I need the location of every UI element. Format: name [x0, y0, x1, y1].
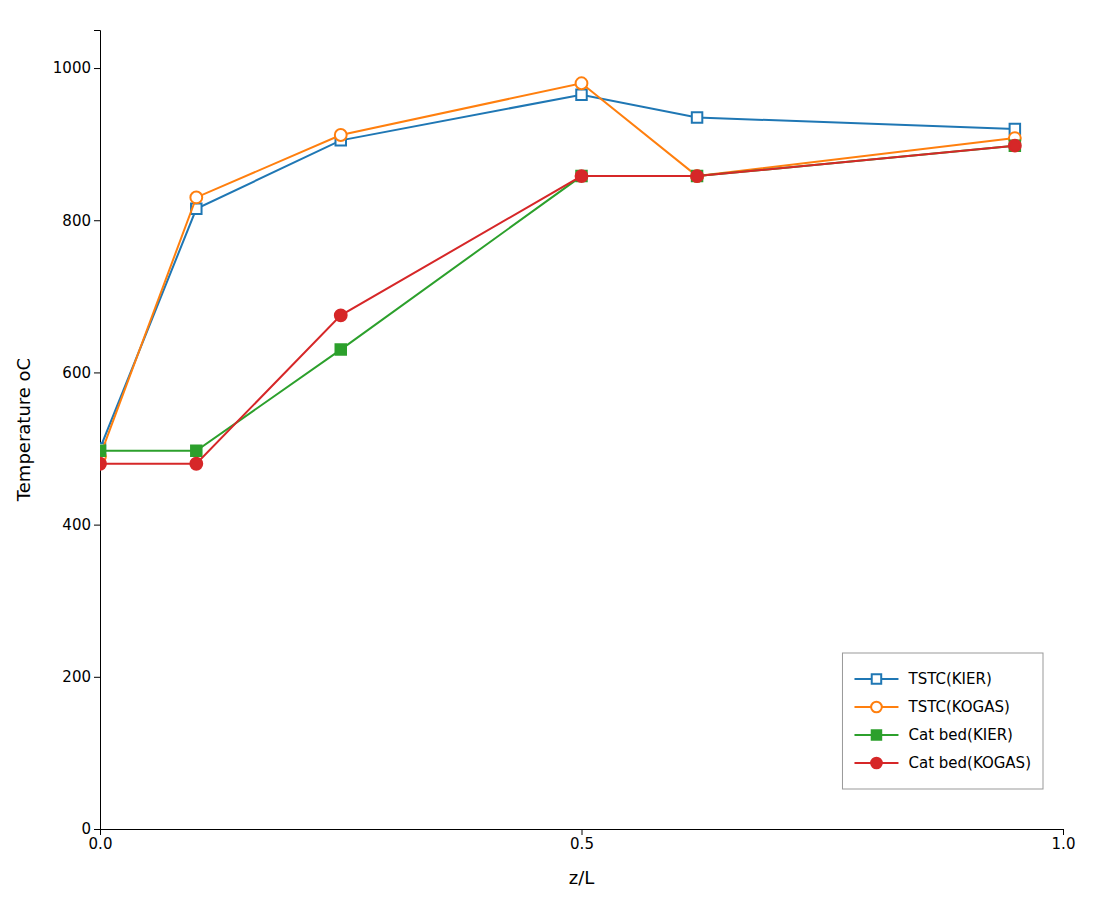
series-line	[100, 95, 1015, 449]
x-axis-tick-label: 1.0	[1052, 835, 1076, 853]
y-axis-tick-label: 600	[62, 364, 91, 382]
y-axis-tick: 1000	[53, 59, 100, 77]
y-axis-tick-mark	[94, 677, 100, 678]
series-marker	[692, 171, 702, 181]
series-layer	[100, 77, 1021, 469]
legend-entry: TSTC(KIER)	[854, 670, 991, 688]
y-axis-tick-mark	[94, 525, 100, 526]
legend-label: Cat bed(KIER)	[908, 726, 1012, 744]
series-marker	[191, 446, 201, 456]
legend-marker	[871, 702, 882, 713]
legend-marker	[871, 758, 882, 769]
y-axis-tick: 600	[62, 364, 100, 382]
series-line	[100, 146, 1015, 464]
legend-entry: TSTC(KOGAS)	[854, 698, 1009, 716]
y-axis-tick: 0	[81, 820, 100, 838]
series-marker	[691, 170, 703, 182]
legend: TSTC(KIER) TSTC(KOGAS) Cat bed(KIER) Cat be…	[842, 653, 1043, 789]
series-line	[100, 83, 1015, 456]
y-axis-tick-mark	[94, 829, 100, 830]
y-axis-tick-label: 1000	[53, 59, 91, 77]
series-marker	[100, 458, 106, 470]
legend-marker	[872, 674, 881, 683]
y-axis-tick-label: 800	[62, 212, 91, 230]
series-marker	[576, 89, 586, 99]
series-marker	[336, 344, 346, 354]
series-marker	[335, 129, 347, 141]
legend-label: TSTC(KOGAS)	[907, 698, 1009, 716]
series-marker	[576, 170, 588, 182]
x-axis-tick: 1.0	[1052, 829, 1076, 853]
x-axis: 0.0 0.5 1.0	[89, 829, 1076, 853]
series-marker	[692, 112, 702, 122]
series-marker	[335, 309, 347, 321]
x-axis-tick-label: 0.5	[570, 835, 594, 853]
legend-marker	[872, 730, 881, 739]
y-axis-tick-label: 0	[81, 820, 91, 838]
y-axis-line	[94, 31, 101, 830]
legend-entry: Cat bed(KOGAS)	[854, 754, 1031, 772]
y-axis-tick: 800	[62, 212, 100, 230]
series-marker	[190, 191, 202, 203]
series-marker	[190, 458, 202, 470]
y-axis-tick-label: 200	[62, 668, 91, 686]
legend-entry: Cat bed(KIER)	[854, 726, 1012, 744]
legend-label: TSTC(KIER)	[907, 670, 991, 688]
x-axis-title: z/L	[569, 867, 595, 888]
series-marker	[691, 170, 703, 182]
legend-label: Cat bed(KOGAS)	[908, 754, 1031, 772]
y-axis-tick-mark	[94, 372, 100, 373]
y-axis-tick-mark	[94, 68, 100, 69]
series-marker	[576, 77, 588, 89]
y-axis-title: Temperature oC	[13, 358, 34, 502]
y-axis-tick-label: 400	[62, 516, 91, 534]
y-axis-tick: 200	[62, 668, 100, 686]
chart: 0.0 0.5 1.0 0 200 400 600 800 1000 z/L Temperature…	[0, 0, 1103, 909]
y-axis: 0 200 400 600 800 1000	[53, 31, 101, 839]
legend-frame	[842, 653, 1043, 789]
y-axis-tick-mark	[94, 220, 100, 221]
y-axis-tick: 400	[62, 516, 100, 534]
series-line	[100, 146, 1015, 451]
series-marker	[100, 446, 105, 456]
series-marker	[1009, 140, 1021, 152]
x-axis-tick: 0.0	[89, 829, 113, 853]
series-marker	[576, 171, 586, 181]
x-axis-tick: 0.5	[570, 829, 594, 853]
series-marker	[1010, 140, 1020, 150]
plot-area: 0.0 0.5 1.0 0 200 400 600 800 1000 z/L Temperature…	[13, 31, 1075, 889]
x-axis-tick-label: 0.0	[89, 835, 113, 853]
